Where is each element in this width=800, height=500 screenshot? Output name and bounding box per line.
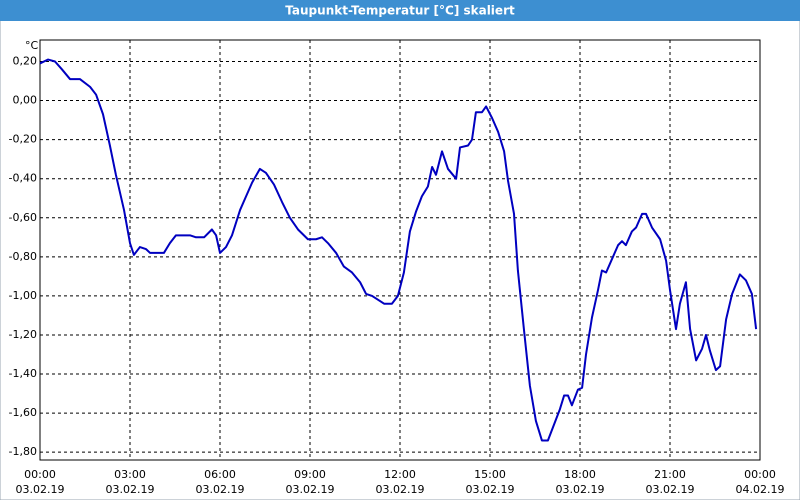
x-tick-date: 03.02.19 (556, 483, 605, 496)
y-tick-label: 0,00 (13, 94, 38, 107)
x-tick-date: 03.02.19 (196, 483, 245, 496)
x-tick-date: 03.02.19 (16, 483, 65, 496)
y-tick-label: -0,20 (9, 133, 37, 146)
x-tick-label: 12:00 (384, 468, 416, 481)
y-tick-label: -1,40 (9, 367, 37, 380)
y-tick-label: -1,00 (9, 289, 37, 302)
y-unit: °C (25, 39, 39, 52)
y-tick-label: -0,40 (9, 172, 37, 185)
x-tick-label: 18:00 (564, 468, 596, 481)
x-tick-label: 00:00 (24, 468, 56, 481)
y-tick-label: -1,20 (9, 328, 37, 341)
x-tick-date: 03.02.19 (646, 483, 695, 496)
y-tick-label: -1,60 (9, 406, 37, 419)
y-tick-label: -1,80 (9, 445, 37, 458)
y-tick-label: 0,20 (13, 54, 38, 67)
x-tick-label: 21:00 (654, 468, 686, 481)
x-tick-date: 03.02.19 (106, 483, 155, 496)
x-tick-date: 03.02.19 (466, 483, 515, 496)
x-tick-date: 04.02.19 (736, 483, 785, 496)
y-tick-label: -0,60 (9, 211, 37, 224)
x-tick-label: 00:00 (744, 468, 776, 481)
x-tick-label: 09:00 (294, 468, 326, 481)
title-bar (0, 0, 800, 21)
x-tick-date: 03.02.19 (286, 483, 335, 496)
x-tick-label: 15:00 (474, 468, 506, 481)
x-tick-label: 06:00 (204, 468, 236, 481)
data-line (39, 58, 758, 442)
x-tick-label: 03:00 (114, 468, 146, 481)
chart-title: Taupunkt-Temperatur [°C] skaliert (285, 4, 515, 18)
y-tick-label: -0,80 (9, 250, 37, 263)
x-tick-date: 03.02.19 (376, 483, 425, 496)
